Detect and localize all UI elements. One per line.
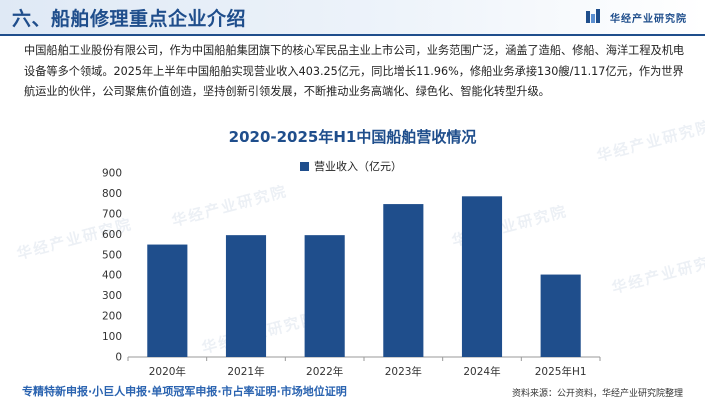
x-tick-label: 2020年 <box>149 365 186 378</box>
x-tick-label: 2021年 <box>227 365 264 378</box>
x-tick-label: 2024年 <box>463 365 500 378</box>
brand: 华经产业研究院 <box>586 9 687 25</box>
y-tick-label: 100 <box>102 331 122 343</box>
y-tick-label: 600 <box>102 229 122 241</box>
footer-services: 专精特新申报·小巨人申报·单项冠军申报·市占率证明·市场地位证明 <box>22 385 347 398</box>
legend-label: 营业收入（亿元） <box>314 160 402 173</box>
y-tick-label: 900 <box>102 168 122 180</box>
x-tick-label: 2022年 <box>306 365 343 378</box>
bar-4 <box>383 204 424 357</box>
y-tick-label: 700 <box>102 208 122 220</box>
y-tick-label: 400 <box>102 270 122 282</box>
bar-2 <box>225 235 267 357</box>
x-tick-label: 2023年 <box>385 365 422 378</box>
x-tick-label: 2025年H1 <box>535 365 587 378</box>
y-tick-label: 800 <box>102 188 122 200</box>
bar-6 <box>540 274 581 357</box>
chart-legend: 营业收入（亿元） <box>300 158 402 174</box>
intro-paragraph: 中国船舶工业股份有限公司，作为中国船舶集团旗下的核心军民品主业上市公司，业务范围… <box>24 44 685 98</box>
header-rule <box>0 34 705 36</box>
bar-1 <box>147 244 188 357</box>
y-tick-label: 500 <box>102 249 122 261</box>
page-title: 六、船舶修理重点企业介绍 <box>12 8 247 30</box>
bar-3 <box>304 235 345 357</box>
bar-5 <box>461 196 503 357</box>
legend-swatch <box>300 161 309 171</box>
y-tick-label: 300 <box>102 290 122 302</box>
chart-title: 2020-2025年H1中国船舶营收情况 <box>228 128 477 146</box>
y-tick-label: 200 <box>102 311 122 323</box>
y-tick-label: 0 <box>115 352 122 364</box>
brand-name: 华经产业研究院 <box>610 13 687 25</box>
footer-source: 资料来源：公开资料，华经产业研究院整理 <box>511 389 683 399</box>
brand-logo-icon <box>586 9 600 23</box>
